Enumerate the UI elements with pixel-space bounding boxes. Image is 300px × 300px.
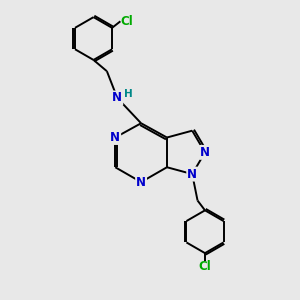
Text: N: N xyxy=(112,92,122,104)
Text: N: N xyxy=(200,146,210,159)
Text: N: N xyxy=(187,168,197,181)
Text: H: H xyxy=(124,89,133,99)
Text: N: N xyxy=(110,131,120,144)
Text: Cl: Cl xyxy=(199,260,212,273)
Text: Cl: Cl xyxy=(121,15,133,28)
Text: N: N xyxy=(136,176,146,189)
